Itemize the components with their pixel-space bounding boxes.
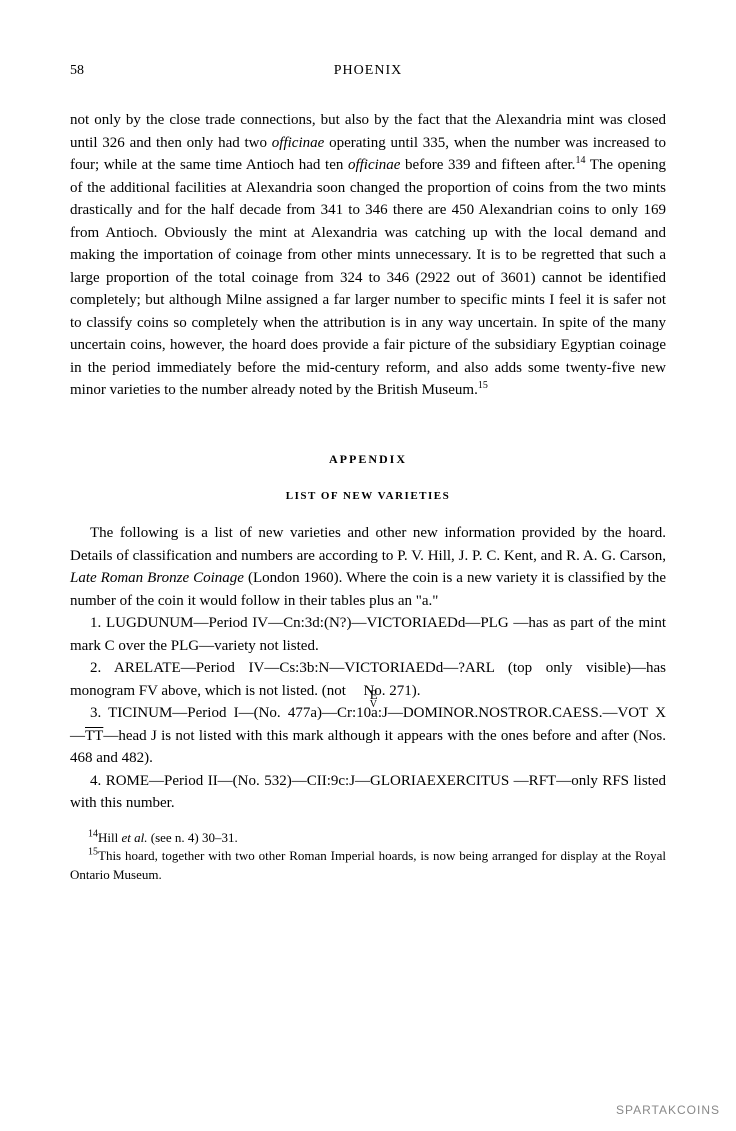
italic-term: officinae [348, 157, 401, 173]
footnote-15: 15This hoard, together with two other Ro… [70, 847, 666, 885]
variety-item-2: 2. ARELATE—Period IV—Cs:3b:N—VICTORIAEDd… [70, 657, 666, 702]
text-segment: The opening of the additional facilities… [70, 157, 666, 398]
italic-citation: Late Roman Bronze Coinage [70, 570, 244, 586]
footnote-number: 15 [88, 847, 98, 858]
text-segment: before 339 and fifteen after. [400, 157, 575, 173]
page-number: 58 [70, 60, 84, 81]
text-segment: 1. LUGDUNUM—Period IV—Cn:3d:(N?)—VICTORI… [70, 615, 666, 654]
appendix-heading: APPENDIX [70, 450, 666, 468]
variety-item-3: 3. TICINUM—Period I—(No. 477a)—Cr:10a:J—… [70, 702, 666, 770]
stacked-bottom: V [350, 697, 377, 712]
italic-term: et al. [121, 830, 147, 845]
variety-item-4: 4. ROME—Period II—(No. 532)—CII:9c:J—GLO… [70, 770, 666, 815]
watermark: SPARTAKCOINS [616, 1101, 720, 1119]
text-segment: This hoard, together with two other Roma… [70, 848, 666, 882]
running-title: PHOENIX [334, 60, 402, 81]
overline-text: TT [85, 728, 103, 744]
footnote-ref: 14 [575, 155, 585, 166]
variety-item-1: 1. LUGDUNUM—Period IV—Cn:3d:(N?)—VICTORI… [70, 612, 666, 657]
text-segment: —head J is not listed with this mark alt… [70, 728, 666, 767]
footnotes-block: 14Hill et al. (see n. 4) 30–31. 15This h… [70, 829, 666, 886]
text-segment: 4. ROME—Period II—(No. 532)—CII:9c:J—GLO… [70, 773, 666, 812]
italic-term: officinae [272, 135, 325, 151]
text-segment: Hill [98, 830, 121, 845]
page-header: 58 PHOENIX [70, 60, 666, 81]
text-segment: (see n. 4) 30–31. [147, 830, 237, 845]
footnote-ref: 15 [478, 380, 488, 391]
main-body-paragraph: not only by the close trade connections,… [70, 109, 666, 402]
footnote-14: 14Hill et al. (see n. 4) 30–31. [70, 829, 666, 848]
appendix-intro-paragraph: The following is a list of new varieties… [70, 522, 666, 612]
footnote-number: 14 [88, 828, 98, 839]
list-heading: LIST OF NEW VARIETIES [70, 488, 666, 505]
text-segment: The following is a list of new varieties… [70, 525, 666, 564]
